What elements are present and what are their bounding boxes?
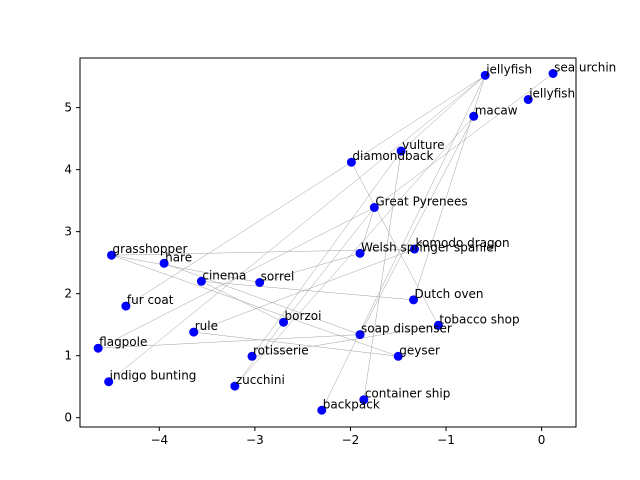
point-label: rotisserie [253, 343, 309, 357]
y-tick-label: 3 [64, 225, 72, 239]
point-label: zucchini [236, 373, 285, 387]
data-point [409, 295, 419, 305]
point-label: fur coat [127, 293, 174, 307]
point-label: sea urchin [554, 61, 616, 75]
x-tick-label: −1 [437, 433, 455, 447]
data-point [255, 278, 265, 288]
point-label: komodo dragon [415, 236, 509, 250]
edge-line [234, 116, 474, 387]
point-label: sorrel [261, 270, 295, 284]
edge-line [201, 281, 284, 323]
point-label: flagpole [99, 335, 147, 349]
data-point [548, 69, 558, 79]
point-label: Welsh springer spaniel [361, 240, 497, 254]
point-label: vulture [402, 138, 444, 152]
point-label: geyser [399, 343, 440, 357]
point-label: Great Pyrenees [375, 194, 467, 208]
x-tick-label: −4 [150, 433, 168, 447]
data-point [393, 351, 403, 361]
edge-line [125, 161, 352, 307]
edge-line [400, 75, 486, 152]
point-label: borzoi [285, 309, 322, 323]
point-label: rule [195, 319, 218, 333]
data-point [346, 157, 356, 167]
edge-line [108, 75, 486, 382]
edge-line [363, 150, 402, 400]
data-point [469, 111, 479, 121]
data-point [159, 258, 169, 268]
data-point [107, 250, 117, 260]
y-tick-label: 0 [64, 411, 72, 425]
edge-line [259, 253, 361, 283]
edge-line [111, 254, 399, 357]
point-label: container ship [365, 387, 450, 401]
edge-line [193, 331, 399, 357]
data-point [359, 395, 369, 405]
data-point [433, 320, 443, 330]
point-label: soap dispenser [361, 322, 452, 336]
data-point [369, 202, 379, 212]
data-point [230, 381, 240, 391]
point-label: diamondback [352, 149, 433, 163]
edge-line [234, 322, 284, 387]
plot-frame [79, 57, 577, 428]
point-label: tobacco shop [439, 312, 519, 326]
y-tick-label: 2 [64, 287, 72, 301]
point-label: backpack [323, 397, 380, 411]
edge-line [201, 281, 414, 301]
y-tick-label: 4 [64, 163, 72, 177]
edge-line [283, 207, 375, 323]
data-point [409, 244, 419, 254]
x-tick-label: −2 [342, 433, 360, 447]
data-point [396, 146, 406, 156]
data-point [480, 70, 490, 80]
point-labels-layer: sea urchin jellyfish jellyfish macaw vulture… [99, 61, 616, 412]
y-tick-label: 5 [64, 101, 72, 115]
edge-line [359, 207, 375, 254]
x-tick-label: −3 [246, 433, 264, 447]
data-point [355, 330, 365, 340]
data-point [317, 405, 327, 415]
point-label: indigo bunting [110, 369, 197, 383]
edge-line [111, 254, 260, 283]
y-tick-label: 1 [64, 349, 72, 363]
point-label: hare [165, 250, 192, 264]
edge-line [321, 75, 486, 411]
point-label: macaw [475, 103, 518, 117]
point-label: jellyfish [528, 87, 575, 101]
data-point [93, 343, 103, 353]
point-label: jellyfish [485, 62, 532, 76]
y-axis-ticks: 0 1 2 3 4 5 [64, 101, 80, 425]
point-label: Dutch oven [415, 287, 484, 301]
data-point [355, 248, 365, 258]
edge-line [164, 263, 361, 335]
data-point [523, 95, 533, 105]
edge-line [98, 334, 361, 349]
edge-line [98, 207, 375, 349]
point-label: grasshopper [113, 242, 188, 256]
x-axis-ticks: −4 −3 −2 −1 0 [150, 427, 545, 447]
points-layer [93, 69, 558, 415]
edge-line [374, 73, 554, 208]
edge-line [193, 248, 415, 333]
data-point [121, 301, 131, 311]
data-point [247, 351, 257, 361]
edge-line [251, 150, 402, 357]
data-point [279, 317, 289, 327]
edge-line [251, 325, 439, 357]
edge-line [351, 162, 439, 326]
data-point [189, 327, 199, 337]
edge-line [351, 75, 486, 163]
point-label: cinema [202, 268, 246, 282]
x-tick-label: 0 [538, 433, 546, 447]
edge-line [111, 248, 415, 256]
data-point [104, 377, 114, 387]
data-point [196, 276, 206, 286]
